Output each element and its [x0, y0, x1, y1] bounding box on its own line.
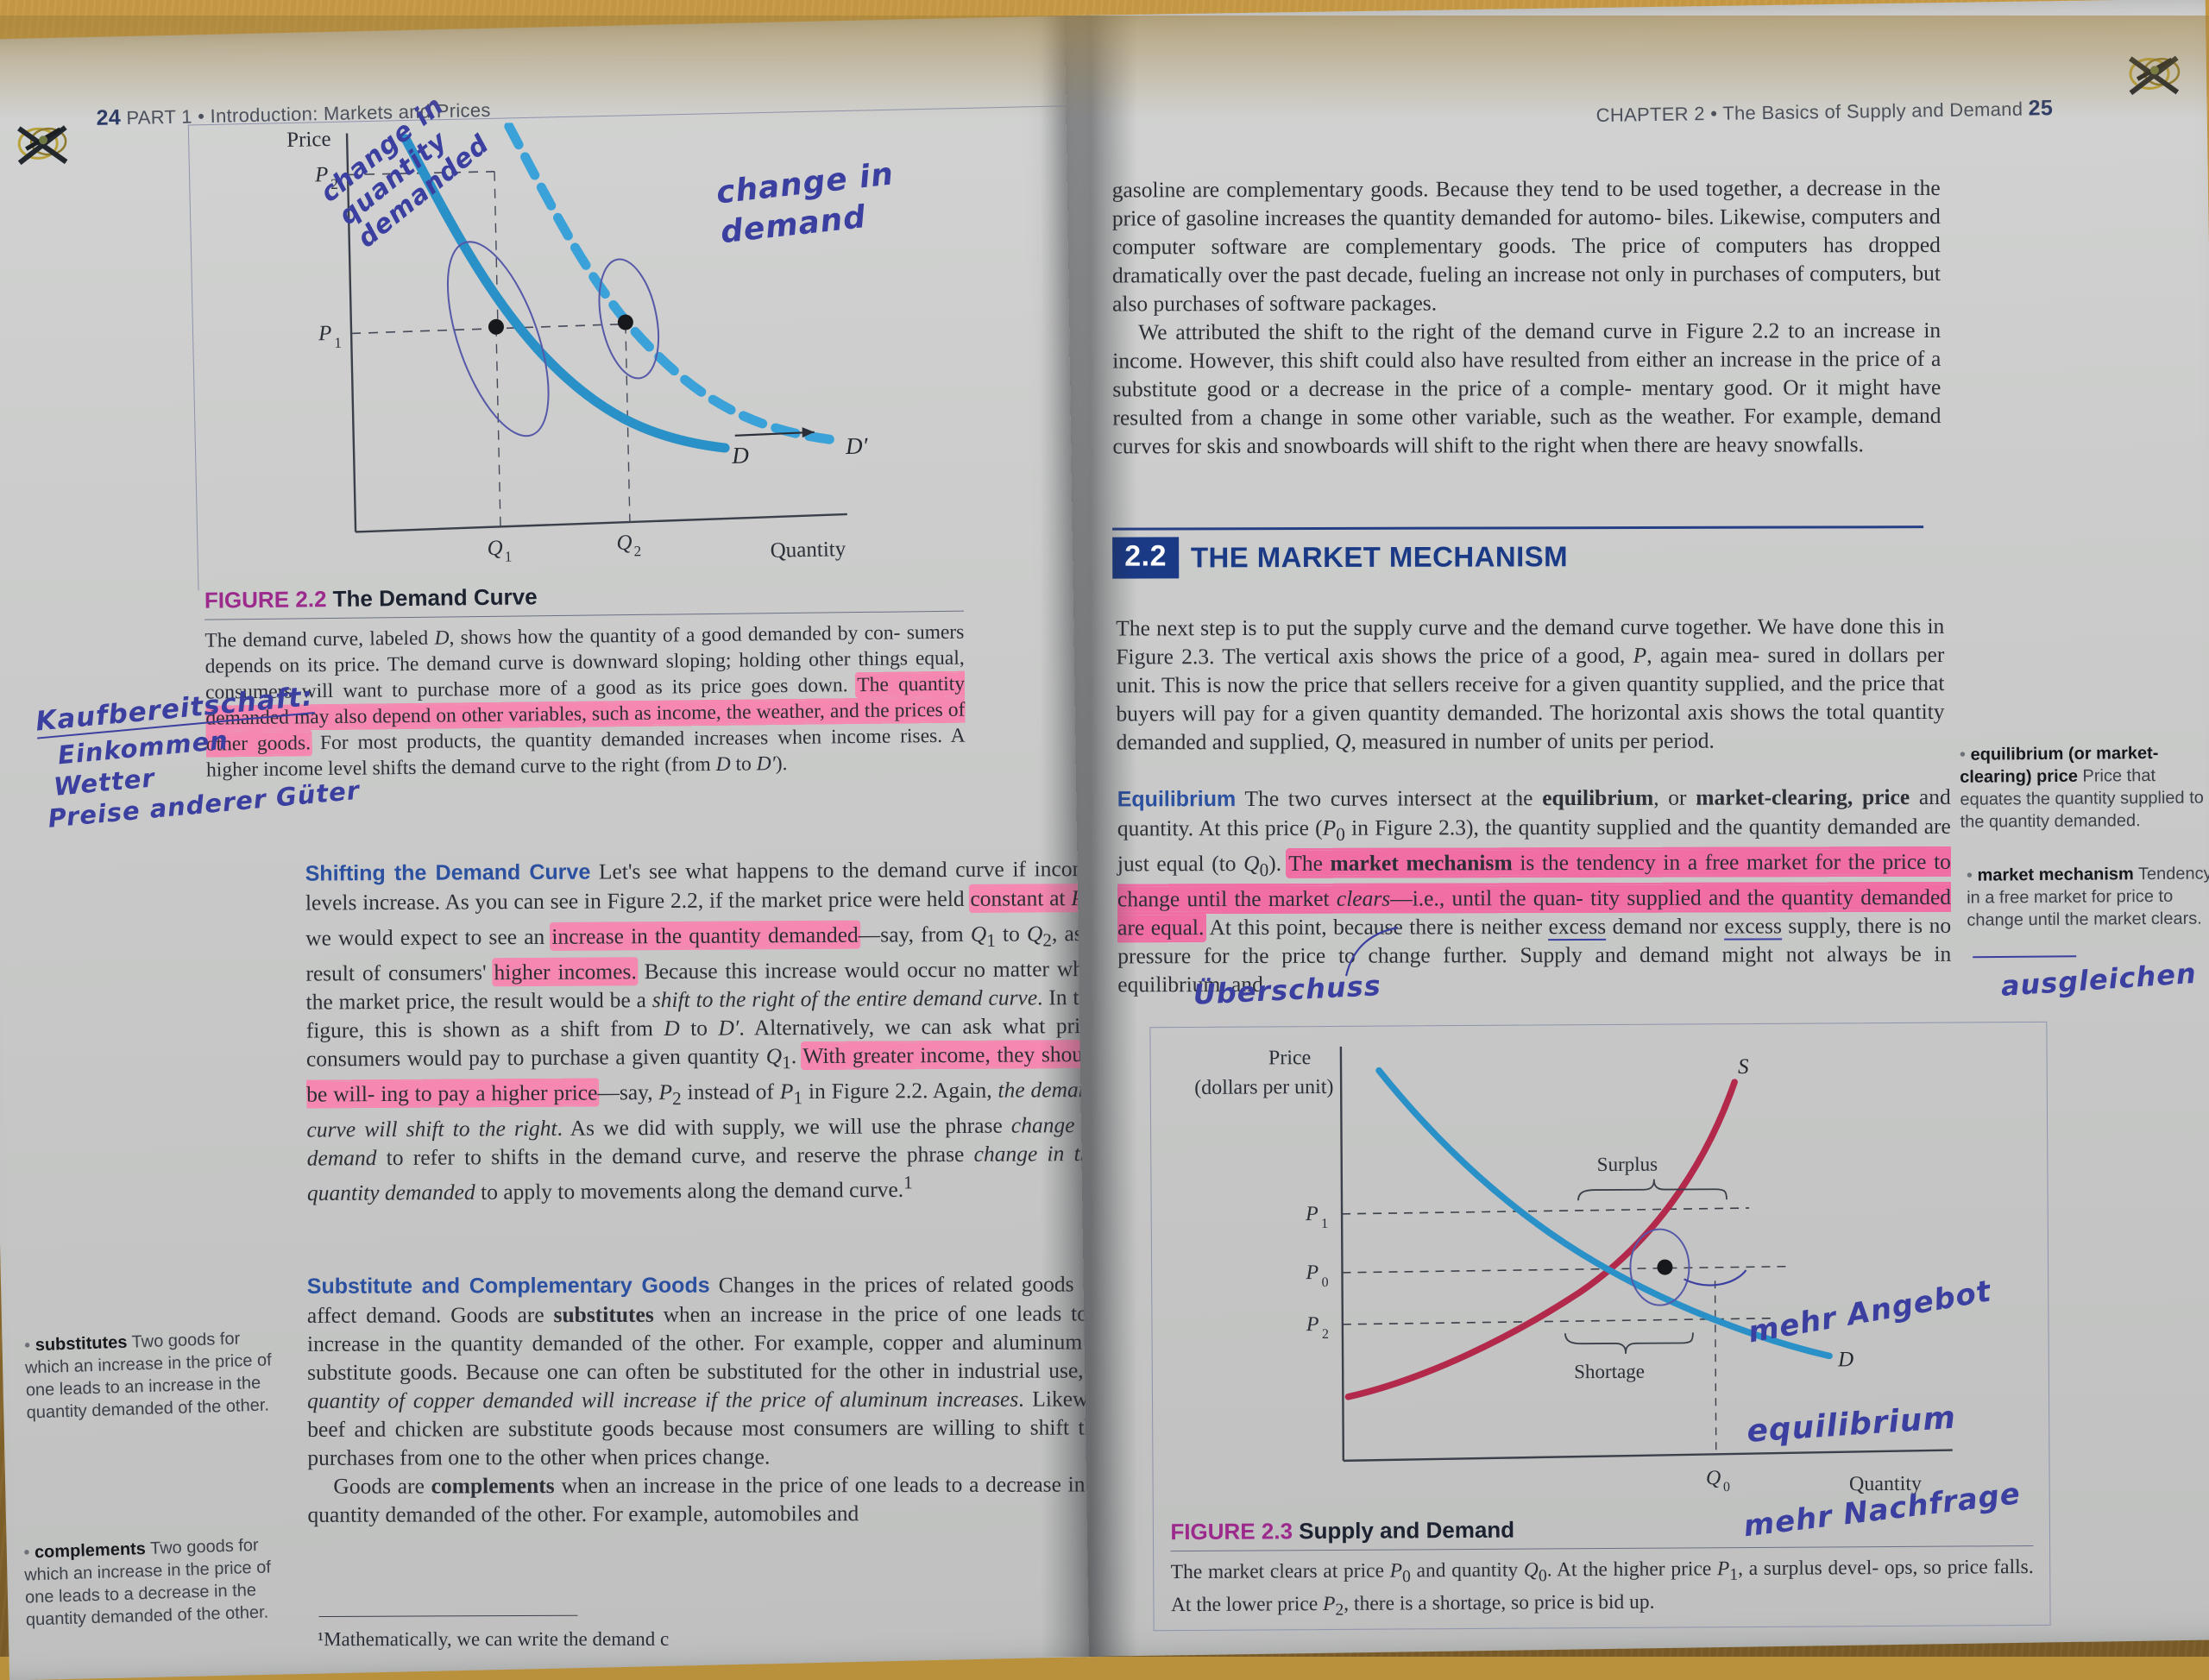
figure-2-3-caption: FIGURE 2.3 Supply and Demand The market … — [1170, 1513, 2034, 1624]
svg-text:D′: D′ — [845, 432, 869, 459]
glossary-entry-substitutes: • substitutes Two goods for which an inc… — [24, 1326, 286, 1425]
svg-text:0: 0 — [1322, 1275, 1329, 1290]
binder-clip-icon — [11, 113, 79, 172]
equilibrium-paragraph: Equilibrium The two curves intersect at … — [1117, 783, 1952, 997]
svg-text:P: P — [318, 322, 332, 345]
section-title: THE MARKET MECHANISM — [1190, 540, 1568, 574]
section-rule — [1112, 525, 1924, 531]
svg-text:Surplus: Surplus — [1597, 1154, 1658, 1175]
figure-2-3-chart: Price (dollars per unit) Quantity P 1 P … — [1165, 1030, 2039, 1501]
right-page-header-text: CHAPTER 2 • The Basics of Supply and Dem… — [1595, 98, 2023, 126]
svg-text:Quantity: Quantity — [770, 538, 846, 563]
glossary-entry-market-mechanism: • market mechanism Tendency in a free ma… — [1967, 862, 2209, 931]
right-page-number: 25 — [2028, 96, 2054, 121]
run-in-heading-shifting: Shifting the Demand Curve — [305, 859, 591, 886]
figure-2-3-title: Supply and Demand — [1299, 1516, 1515, 1545]
right-paragraph-3: The next step is to put the supply curve… — [1116, 613, 1945, 755]
handwritten-margin-note-kaufbereitschaft: Kaufbereitschaft: Einkommen Wetter Preis… — [34, 675, 390, 834]
run-in-heading-equilibrium: Equilibrium — [1117, 787, 1237, 812]
right-paragraph-block-1: gasoline are complementary goods. Becaus… — [1112, 173, 1942, 461]
svg-text:P: P — [1306, 1313, 1319, 1336]
section-number-badge: 2.2 — [1112, 537, 1180, 579]
svg-text:P: P — [314, 163, 329, 186]
svg-text:1: 1 — [505, 548, 513, 564]
svg-text:2: 2 — [330, 176, 338, 192]
glossary-bullet-icon-4: • — [1966, 865, 1973, 885]
svg-text:2: 2 — [633, 543, 641, 559]
footnote-text: ¹Mathematically, we can write the demand… — [318, 1627, 670, 1651]
figure-2-3-label: FIGURE 2.3 — [1170, 1518, 1293, 1545]
svg-text:Shortage: Shortage — [1574, 1361, 1645, 1382]
right-page: CHAPTER 2 • The Basics of Supply and Dem… — [1064, 0, 2209, 1657]
right-paragraph-1: gasoline are complementary goods. Becaus… — [1111, 174, 1942, 317]
svg-text:1: 1 — [334, 335, 342, 351]
section-substitute-and-complementary-goods: Substitute and Complementary Goods Chang… — [306, 1271, 1119, 1527]
svg-text:Q: Q — [487, 537, 503, 560]
svg-text:D: D — [1837, 1348, 1853, 1371]
glossary-term-substitutes: substitutes — [35, 1332, 128, 1356]
svg-text:D: D — [731, 442, 750, 468]
svg-text:P: P — [1305, 1262, 1318, 1284]
svg-text:Quantity: Quantity — [1849, 1473, 1922, 1496]
handwritten-underline-market-clears — [1973, 955, 2077, 959]
glossary-term-market-mechanism: market mechanism — [1977, 865, 2134, 885]
svg-text:S: S — [1738, 1055, 1749, 1079]
svg-text:1: 1 — [1321, 1217, 1328, 1231]
right-page-header: CHAPTER 2 • The Basics of Supply and Dem… — [1595, 96, 2053, 128]
glossary-bullet-icon-2: • — [23, 1543, 30, 1563]
figure-2-2-title: The Demand Curve — [332, 583, 538, 612]
left-page: 24 PART 1 • Introduction: Markets and Pr… — [0, 16, 1118, 1680]
svg-text:Price: Price — [1268, 1047, 1311, 1069]
figure-2-2-label: FIGURE 2.2 — [204, 586, 327, 613]
svg-text:P: P — [1305, 1203, 1318, 1225]
glossary-entry-complements: • complements Two goods for which an inc… — [23, 1533, 285, 1632]
svg-text:2: 2 — [1322, 1327, 1329, 1342]
run-in-heading-substitutes: Substitute and Complementary Goods — [306, 1273, 710, 1299]
glossary-entry-equilibrium-price: • equilibrium (or market-clearing) price… — [1960, 742, 2209, 834]
svg-text:0: 0 — [1723, 1480, 1730, 1494]
footnote-rule — [318, 1614, 578, 1618]
svg-text:Q: Q — [616, 531, 632, 554]
binder-clip-icon-right — [2124, 44, 2192, 102]
svg-text:(dollars per unit): (dollars per unit) — [1194, 1076, 1333, 1099]
glossary-bullet-icon: • — [23, 1336, 31, 1356]
handwritten-leader-line — [1337, 924, 1405, 977]
figure-2-3-caption-text: The market clears at price P0 and quanti… — [1170, 1556, 2034, 1620]
svg-text:Price: Price — [286, 128, 331, 152]
glossary-bullet-icon-3: • — [1959, 745, 1967, 764]
figure-2-2-chart: Price Quantity P 2 P 1 Q 1 Q 2 — [235, 110, 1073, 577]
section-2-2-banner: 2.2 THE MARKET MECHANISM — [1112, 525, 1924, 579]
glossary-term-complements: complements — [34, 1539, 147, 1563]
svg-text:Q: Q — [1706, 1467, 1721, 1489]
section-shifting-the-demand-curve: Shifting the Demand Curve Let's see what… — [305, 855, 1101, 1206]
right-paragraph-2: We attributed the shift to the right of … — [1112, 317, 1942, 459]
left-page-number: 24 — [96, 105, 122, 130]
handwritten-note-ausgleichen: ausgleichen — [1999, 956, 2198, 1004]
